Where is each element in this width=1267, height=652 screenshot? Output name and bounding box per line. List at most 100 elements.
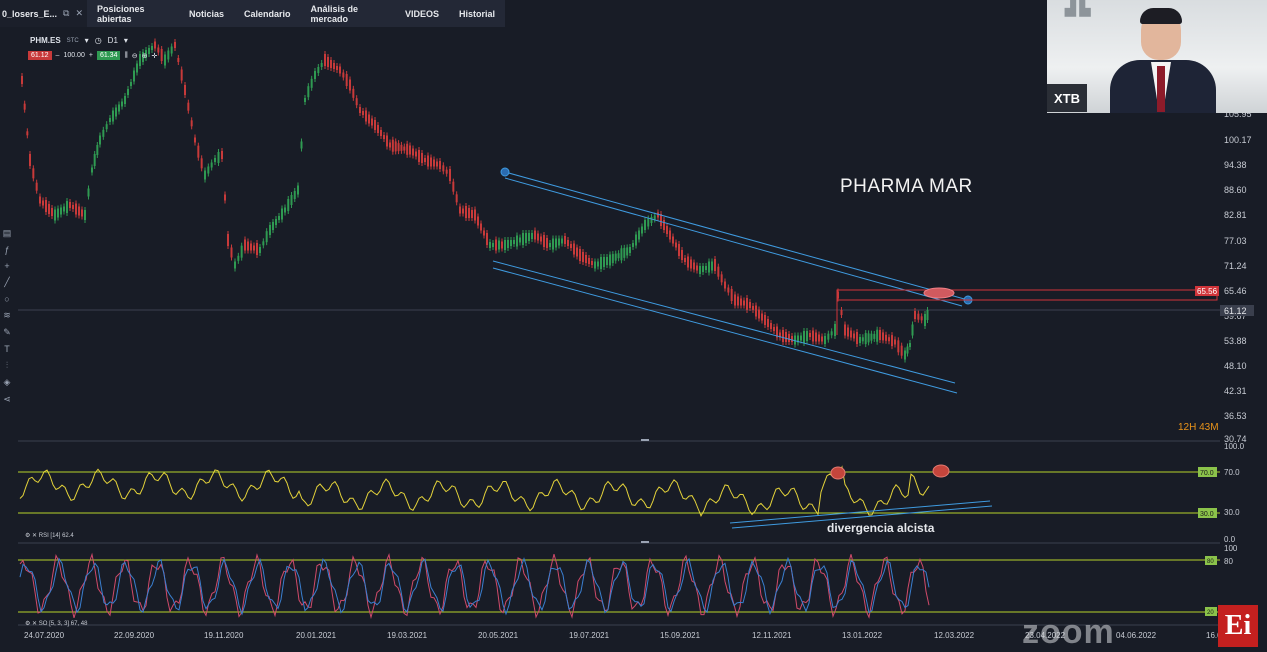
candle-body (558, 238, 560, 246)
crosshair-icon[interactable]: ✛ (151, 52, 158, 60)
circle-tool-icon[interactable]: ○ (4, 294, 10, 304)
volume-input[interactable]: 100.00 (63, 52, 85, 59)
layers-icon[interactable]: ◈ (3, 377, 11, 387)
rsi-line (19, 465, 930, 517)
candle-body (696, 265, 698, 271)
candle-body (480, 223, 482, 231)
settings-icon[interactable]: ⚙ ✕ (25, 621, 38, 627)
candle-body (293, 191, 296, 199)
candle-body (433, 159, 435, 167)
candle-body (684, 258, 686, 262)
resistance-zone (836, 289, 1218, 301)
webcam-video: ▟ ▙ (1047, 0, 1267, 113)
candle-body (850, 330, 852, 338)
candle-body (180, 69, 183, 81)
zoom-watermark: zoom (1022, 613, 1115, 651)
candlestick-series (21, 38, 929, 363)
crosshair-tool-icon[interactable]: + (4, 261, 10, 271)
symbol-name[interactable]: PHM.ES (30, 36, 61, 45)
candle-body (900, 345, 903, 356)
candle-body (546, 238, 548, 248)
resistance-price-badge (1195, 286, 1219, 296)
candle-body (632, 243, 634, 247)
line-tool-icon[interactable]: ╱ (4, 277, 10, 287)
tab-calendar[interactable]: Calendario (243, 8, 291, 19)
rsi-label[interactable]: ⚙ ✕ RSI [14] 62.4 (25, 532, 74, 539)
text-tool-icon[interactable]: T (4, 344, 10, 354)
candle-body (666, 226, 668, 234)
so-k-line (19, 552, 930, 620)
candle-body (582, 252, 584, 262)
candle-body (87, 188, 90, 197)
candle-body (894, 339, 896, 345)
buy-button[interactable]: 61.34 (96, 51, 121, 60)
candle-body (26, 131, 29, 136)
share-icon[interactable]: ⋖ (3, 394, 11, 404)
candle-body (207, 166, 210, 174)
tab-workspace-label: 0_losers_E... (2, 8, 58, 19)
function-icon[interactable]: ƒ (4, 245, 10, 255)
candle-body (513, 240, 515, 244)
divergence-annotation: divergencia alcista (827, 521, 935, 535)
so-label[interactable]: ⚙ ✕ SO [5, 3, 3] 67, 48 (25, 620, 87, 627)
so-axis-label: 100 (1224, 544, 1238, 553)
chart-type-icon[interactable]: ⫼ (124, 51, 128, 59)
candle-body (99, 135, 101, 145)
panel-icon[interactable]: ▤ (2, 228, 12, 238)
candle-body (717, 266, 720, 277)
candle-body (914, 311, 916, 319)
candle-body (606, 257, 608, 265)
candle-body (442, 165, 445, 172)
popout-icon[interactable]: ⧉ (63, 8, 70, 18)
tab-market-analysis[interactable]: Análisis de mercado (310, 3, 359, 24)
chevron-down-icon[interactable]: ▾ (84, 36, 89, 45)
so-high-badge (1205, 556, 1217, 565)
zoom-out-icon[interactable]: ⊖ (131, 52, 138, 60)
tab-videos[interactable]: VIDEOS (404, 8, 439, 19)
tab-news[interactable]: Noticias (188, 8, 224, 19)
tab-workspace[interactable]: 0_losers_E... ⧉ ✕ (0, 0, 88, 27)
fibonacci-tool-icon[interactable]: ≋ (3, 310, 11, 320)
chevron-down-icon[interactable]: ▾ (123, 36, 128, 45)
candle-body (174, 42, 176, 48)
candle-body (555, 238, 557, 248)
candle-body (317, 67, 320, 73)
channel-upper-line (504, 171, 969, 301)
rsi-peak-marker (830, 466, 846, 480)
plus-icon[interactable]: + (88, 52, 93, 59)
brush-tool-icon[interactable]: ✎ (3, 327, 11, 337)
candle-body (678, 244, 680, 256)
sell-button[interactable]: 61.12 (28, 51, 52, 60)
minus-icon[interactable]: – (55, 52, 60, 59)
candle-body (924, 314, 926, 326)
tab-history[interactable]: Historial (458, 8, 495, 19)
candle-body (734, 294, 736, 306)
candle-body (45, 200, 47, 212)
timeframe-select[interactable]: D1 (107, 36, 118, 45)
candle-body (102, 129, 105, 137)
so-low-badge (1205, 607, 1217, 616)
indicator-icon[interactable]: ⫶ (5, 360, 9, 370)
candle-body (702, 266, 704, 272)
candle-body (675, 242, 677, 248)
candle-body (761, 313, 763, 321)
candle-body (145, 50, 147, 58)
candle-body (112, 110, 114, 122)
settings-icon[interactable]: ⚙ ✕ (25, 533, 38, 539)
candle-body (221, 151, 223, 159)
tab-open-positions[interactable]: Posiciones abiertas (97, 3, 145, 24)
candle-body (573, 243, 575, 255)
candle-body (324, 54, 326, 66)
candle-body (699, 266, 701, 274)
candle-body (91, 167, 93, 173)
presenter-tie (1157, 66, 1165, 112)
close-icon[interactable]: ✕ (75, 8, 84, 18)
price-axis-label: 82.81 (1224, 210, 1247, 220)
zoom-in-icon[interactable]: ⊕ (141, 52, 148, 60)
candle-body (403, 146, 406, 151)
price-axis-label: 42.31 (1224, 386, 1247, 396)
candle-body (371, 118, 373, 126)
candle-body (474, 209, 476, 221)
clock-icon[interactable]: ◷ (94, 36, 102, 45)
